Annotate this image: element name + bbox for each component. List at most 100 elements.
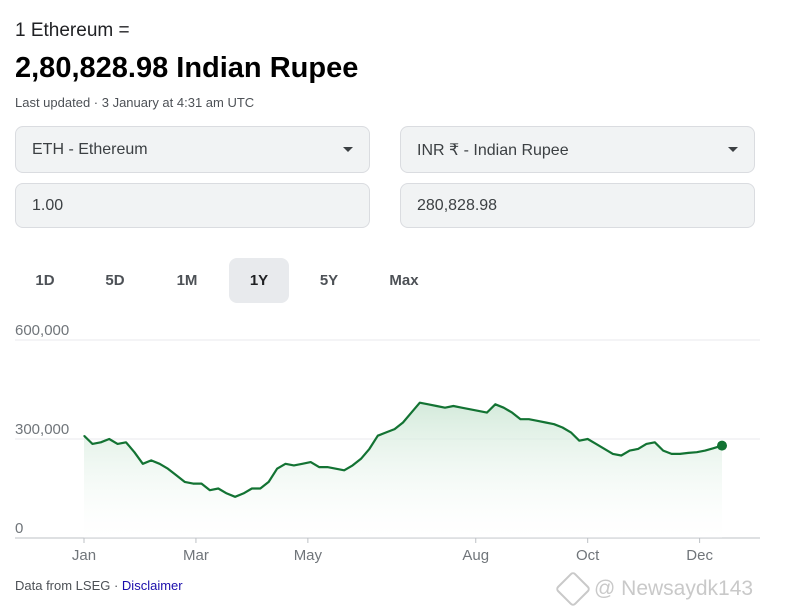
data-point [528, 418, 530, 420]
data-point [352, 464, 354, 466]
data-point [234, 496, 236, 498]
series-area [84, 402, 722, 538]
data-point [242, 492, 245, 495]
data-point [91, 443, 93, 445]
data-point [477, 410, 480, 412]
tab-5y[interactable]: 5Y [319, 272, 339, 289]
data-point [696, 451, 698, 453]
data-point [150, 459, 152, 462]
price-chart: 600,000 300,000 0 Jan Mar May Aug Oct Dec [15, 322, 760, 564]
last-updated: Last updated · 3 January at 4:31 am UTC [15, 95, 255, 110]
conversion-subtitle: 1 Ethereum = [15, 20, 130, 41]
data-point [629, 449, 631, 452]
data-point [343, 469, 345, 471]
data-point [293, 464, 295, 466]
data-point [335, 468, 337, 470]
data-point [679, 453, 681, 455]
footer: Data from LSEG · Disclaimer [15, 578, 183, 593]
data-point [360, 458, 362, 460]
data-point [209, 489, 211, 491]
data-point [612, 453, 614, 455]
data-point [469, 408, 471, 410]
tab-5d[interactable]: 5D [105, 272, 125, 289]
data-point [654, 441, 656, 443]
data-point [158, 463, 161, 465]
y-tick-label: 600,000 [15, 322, 69, 339]
data-point [217, 487, 219, 490]
data-point [377, 435, 379, 437]
data-point [713, 447, 715, 449]
current-value-marker [717, 440, 727, 451]
from-currency-select[interactable]: ETH - Ethereum [15, 126, 370, 173]
x-tick-label: May [294, 547, 323, 564]
data-point [452, 405, 454, 407]
data-point [545, 421, 547, 424]
data-point [444, 407, 446, 409]
data-point [326, 466, 329, 468]
from-currency-label: ETH - Ethereum [32, 140, 148, 158]
data-point [410, 412, 412, 414]
data-point [704, 449, 706, 452]
data-point [310, 461, 312, 463]
x-tick-label: Aug [462, 547, 489, 564]
tab-1d[interactable]: 1D [35, 272, 55, 289]
data-point [259, 487, 261, 490]
data-point [427, 403, 429, 405]
data-point [100, 441, 102, 443]
data-point [133, 451, 135, 453]
data-point [394, 428, 396, 430]
data-point [184, 481, 186, 483]
watermark-logo-icon [554, 570, 592, 608]
data-point [486, 412, 488, 414]
to-currency-select[interactable]: INR ₹ - Indian Rupee [400, 126, 755, 173]
to-currency-label: INR ₹ - Indian Rupee [417, 141, 569, 159]
data-point [226, 492, 228, 495]
data-point [687, 452, 690, 454]
disclaimer-link[interactable]: Disclaimer [121, 578, 183, 593]
data-point [368, 448, 371, 450]
data-point [503, 407, 505, 409]
data-point [125, 441, 127, 443]
data-point [385, 431, 387, 433]
data-point [402, 421, 404, 424]
dropdown-arrow-icon [728, 147, 738, 152]
data-point [671, 453, 673, 455]
data-point [645, 443, 648, 445]
data-point [175, 474, 177, 476]
data-point [251, 487, 253, 490]
from-amount-input[interactable]: 1.00 [15, 183, 370, 228]
data-point [268, 481, 270, 483]
data-point [461, 407, 463, 409]
data-point [587, 438, 589, 440]
data-point [83, 435, 85, 437]
data-point [192, 482, 194, 485]
x-tick-label: Dec [686, 547, 713, 564]
dropdown-arrow-icon [343, 147, 353, 152]
tab-1m[interactable]: 1M [176, 272, 198, 289]
watermark: @ Newsaydk143 [554, 570, 753, 608]
data-point [570, 431, 572, 433]
data-point [561, 426, 564, 429]
data-point [116, 443, 119, 445]
data-point [200, 482, 203, 485]
tab-1y[interactable]: 1Y [229, 258, 289, 303]
data-point [578, 440, 580, 442]
tab-max[interactable]: Max [389, 272, 419, 289]
y-tick-label: 300,000 [15, 421, 69, 438]
data-point [108, 438, 110, 440]
data-point [419, 402, 421, 404]
to-amount-value: 280,828.98 [417, 196, 498, 214]
data-point [494, 403, 496, 405]
from-amount-value: 1.00 [32, 196, 64, 214]
data-source: Data from LSEG · [15, 578, 122, 593]
data-point [284, 463, 287, 465]
data-point [620, 454, 622, 457]
data-point [603, 448, 606, 450]
conversion-rate: 2,80,828.98 Indian Rupee [15, 52, 359, 84]
y-tick-label: 0 [15, 520, 23, 537]
data-point [318, 466, 320, 468]
data-point [435, 405, 438, 407]
data-point [142, 463, 144, 465]
data-point [553, 423, 555, 425]
to-amount-input[interactable]: 280,828.98 [400, 183, 755, 228]
